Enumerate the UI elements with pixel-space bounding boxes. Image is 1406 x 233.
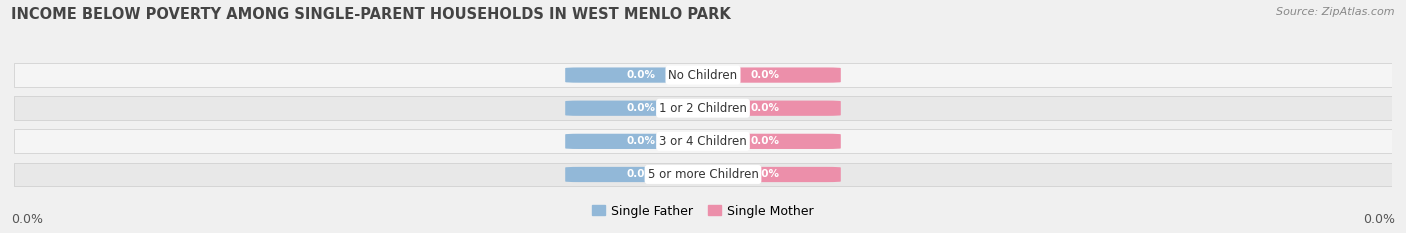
Text: Source: ZipAtlas.com: Source: ZipAtlas.com [1277,7,1395,17]
Text: No Children: No Children [668,69,738,82]
FancyBboxPatch shape [689,167,841,182]
Text: 0.0%: 0.0% [627,136,655,146]
Text: 0.0%: 0.0% [751,70,779,80]
FancyBboxPatch shape [565,101,717,116]
Text: 0.0%: 0.0% [627,70,655,80]
FancyBboxPatch shape [565,167,717,182]
FancyBboxPatch shape [14,63,1392,87]
Text: 0.0%: 0.0% [751,103,779,113]
FancyBboxPatch shape [689,134,841,149]
FancyBboxPatch shape [14,163,1392,186]
Text: 0.0%: 0.0% [751,169,779,179]
FancyBboxPatch shape [565,134,717,149]
FancyBboxPatch shape [14,96,1392,120]
FancyBboxPatch shape [14,129,1392,153]
FancyBboxPatch shape [689,101,841,116]
FancyBboxPatch shape [689,68,841,83]
Text: 3 or 4 Children: 3 or 4 Children [659,135,747,148]
Text: 0.0%: 0.0% [627,103,655,113]
Text: INCOME BELOW POVERTY AMONG SINGLE-PARENT HOUSEHOLDS IN WEST MENLO PARK: INCOME BELOW POVERTY AMONG SINGLE-PARENT… [11,7,731,22]
FancyBboxPatch shape [565,68,717,83]
Text: 5 or more Children: 5 or more Children [648,168,758,181]
Legend: Single Father, Single Mother: Single Father, Single Mother [592,205,814,218]
Text: 1 or 2 Children: 1 or 2 Children [659,102,747,115]
Text: 0.0%: 0.0% [1362,213,1395,226]
Text: 0.0%: 0.0% [11,213,44,226]
Text: 0.0%: 0.0% [751,136,779,146]
Text: 0.0%: 0.0% [627,169,655,179]
